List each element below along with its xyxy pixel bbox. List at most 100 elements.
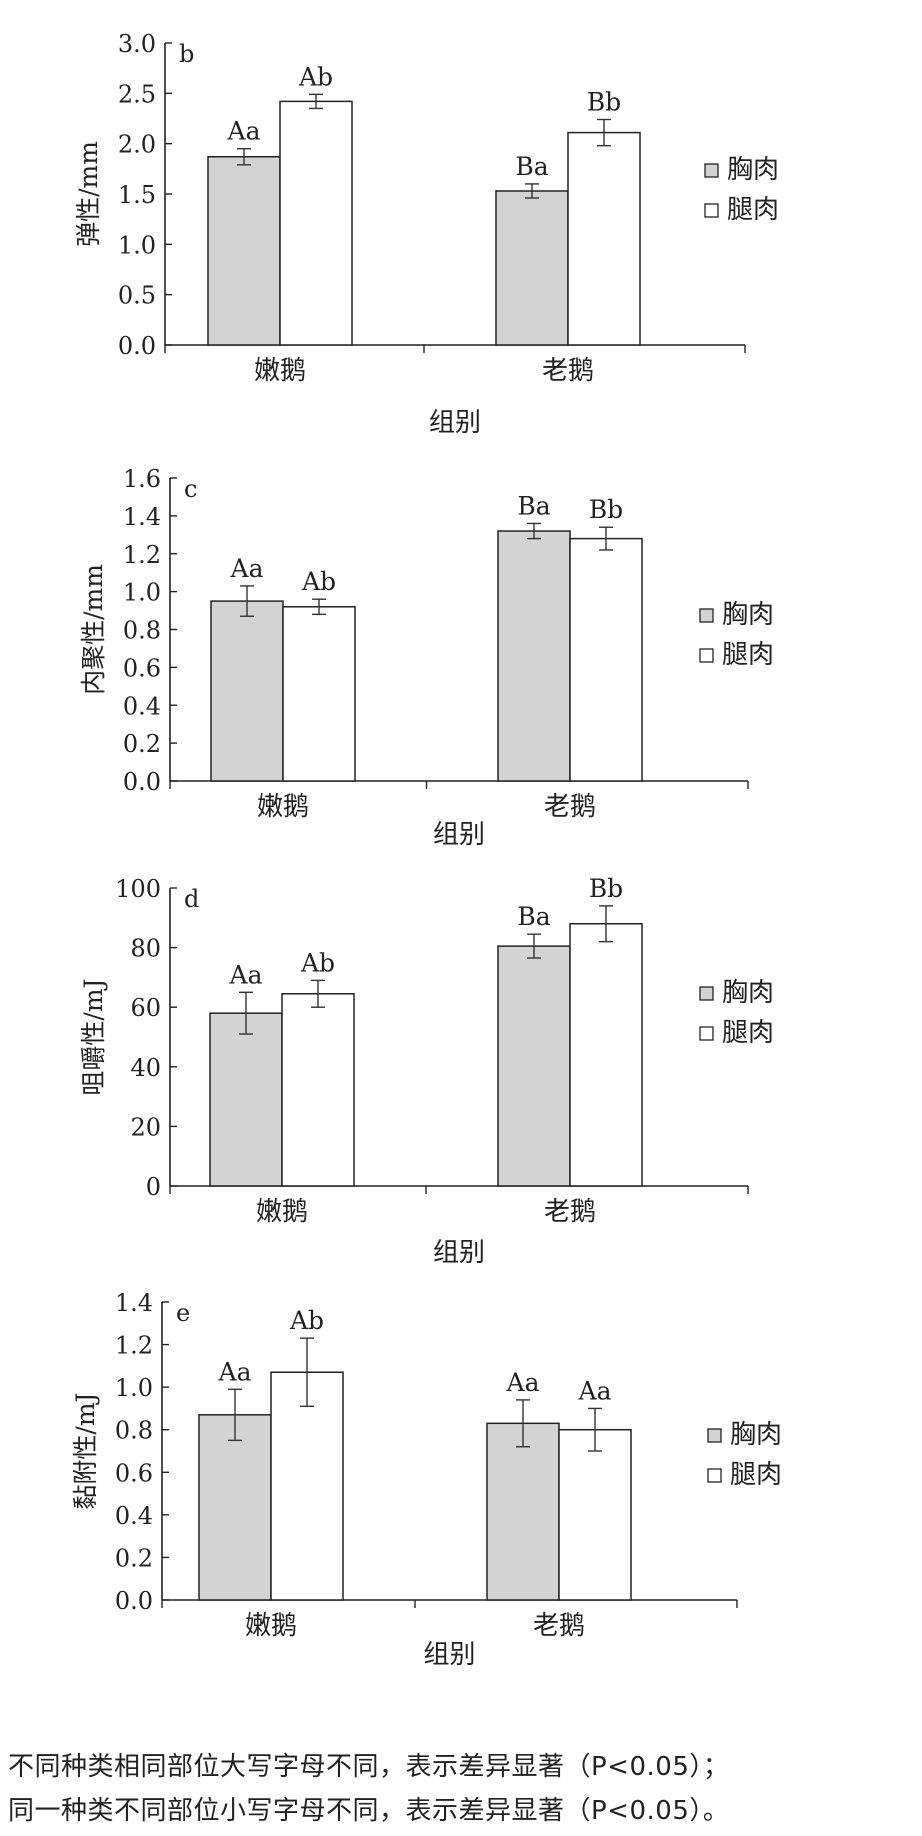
chart-b-x-tick-label: 嫩鹅: [254, 356, 306, 386]
chart-c-legend-swatch: [699, 608, 714, 623]
chart-d-bar: [209, 1012, 283, 1187]
chart-c-y-tick-label: 0.8: [123, 617, 161, 645]
chart-c-significance-label: Ba: [517, 491, 550, 520]
chart-c-x-tick-label: 老鹅: [544, 792, 596, 822]
chart-b-significance-label: Ab: [298, 62, 333, 91]
chart-d-y-tick-label: 100: [115, 875, 161, 903]
chart-e-y-tick-label: 1.0: [115, 1374, 153, 1402]
chart-e-y-tick-label: 0.8: [115, 1417, 153, 1445]
chart-c-bar: [569, 537, 643, 782]
chart-d-y-tick-label: 20: [130, 1113, 161, 1141]
chart-b-legend-swatch: [704, 203, 719, 218]
chart-b-legend-label: 胸肉: [727, 155, 779, 185]
chart-b-y-tick-label: 1.5: [118, 181, 156, 209]
chart-e-y-tick-label: 1.4: [115, 1289, 153, 1317]
chart-d-legend-label: 腿肉: [722, 1018, 774, 1048]
chart-c-bar: [210, 600, 284, 782]
chart-c-y-tick-label: 1.6: [123, 465, 161, 493]
chart-b-y-axis-title: 弹性/mm: [74, 141, 103, 247]
chart-c-y-tick-label: 1.2: [123, 541, 161, 569]
chart-d-significance-label: Bb: [589, 874, 623, 903]
chart-b-legend-label: 腿肉: [727, 195, 779, 225]
chart-c-significance-label: Bb: [589, 495, 623, 524]
chart-b-legend-swatch: [704, 163, 719, 178]
chart-c-legend-label: 腿肉: [722, 640, 774, 670]
chart-b-y-tick-label: 2.5: [118, 80, 156, 108]
chart-e-y-tick-label: 0.2: [115, 1544, 153, 1572]
chart-d-x-axis-title: 组别: [433, 1238, 485, 1268]
chart-c-x-tick-label: 嫩鹅: [257, 792, 309, 822]
chart-b-y-tick-label: 2.0: [118, 131, 156, 159]
chart-d-legend-swatch: [699, 1026, 714, 1041]
chart-e-legend-label: 胸肉: [730, 1420, 782, 1450]
chart-e-x-tick-label: 嫩鹅: [245, 1611, 297, 1641]
chart-d-y-tick-label: 80: [130, 935, 161, 963]
chart-d-bar: [497, 945, 571, 1187]
chart-b-y-tick-label: 0.5: [118, 282, 156, 310]
chart-e-x-tick-label: 老鹅: [533, 1611, 585, 1641]
chart-b-bar: [279, 100, 353, 346]
chart-e-significance-label: Aa: [218, 1357, 252, 1386]
chart-c-panel-label: c: [184, 475, 197, 503]
chart-c-y-axis-title: 内聚性/mm: [79, 564, 108, 695]
chart-c-significance-label: Aa: [230, 554, 264, 583]
chart-c-y-tick-label: 1.0: [123, 579, 161, 607]
chart-c-legend-label: 胸肉: [722, 600, 774, 630]
chart-b-x-tick-label: 老鹅: [542, 356, 594, 386]
footnote-line-2: 同一种类不同部位小写字母不同，表示差异显著（P<0.05）。: [8, 1796, 730, 1826]
chart-e-legend-swatch: [707, 1468, 722, 1483]
chart-d-significance-label: Aa: [229, 960, 263, 989]
chart-e-bar: [558, 1428, 632, 1601]
chart-c-x-axis-title: 组别: [433, 820, 485, 850]
chart-e-significance-label: Ab: [289, 1306, 324, 1335]
chart-c-y-tick-label: 0.4: [123, 692, 161, 720]
chart-d-bar: [569, 923, 643, 1187]
chart-c-y-tick-label: 0.6: [123, 654, 161, 682]
chart-e-significance-label: Aa: [506, 1368, 540, 1397]
chart-c-bar: [497, 530, 571, 782]
chart-e-significance-label: Aa: [578, 1376, 612, 1405]
chart-e-y-tick-label: 1.2: [115, 1332, 153, 1360]
chart-e-y-tick-label: 0.6: [115, 1459, 153, 1487]
chart-d-bar: [281, 993, 355, 1187]
chart-d-y-tick-label: 0: [146, 1173, 161, 1201]
chart-e-bar: [198, 1414, 272, 1601]
chart-b-x-axis-title: 组别: [429, 408, 481, 438]
chart-e-y-tick-label: 0.0: [115, 1587, 153, 1615]
chart-c-y-tick-label: 1.4: [123, 503, 161, 531]
chart-d-x-tick-label: 老鹅: [544, 1197, 596, 1227]
chart-e-y-tick-label: 0.4: [115, 1502, 153, 1530]
chart-d-panel-label: d: [184, 885, 199, 913]
chart-c-significance-label: Ab: [301, 567, 336, 596]
chart-d-y-axis-title: 咀嚼性/mJ: [79, 978, 108, 1095]
chart-e-bar: [486, 1422, 560, 1601]
chart-c-y-tick-label: 0.0: [123, 768, 161, 796]
chart-c-bar: [282, 606, 356, 782]
chart-d-legend-swatch: [699, 986, 714, 1001]
chart-e-x-axis-title: 组别: [423, 1640, 475, 1670]
chart-b-panel-label: b: [179, 40, 194, 68]
chart-e-y-axis-title: 黏附性/mJ: [71, 1392, 100, 1509]
chart-d-y-tick-label: 60: [130, 994, 161, 1022]
chart-b-y-tick-label: 0.0: [118, 332, 156, 360]
chart-b-significance-label: Ba: [515, 152, 548, 181]
chart-d-y-tick-label: 40: [130, 1054, 161, 1082]
footnote-line-1: 不同种类相同部位大写字母不同，表示差异显著（P<0.05）；: [8, 1752, 730, 1782]
chart-d-significance-label: Ba: [517, 902, 550, 931]
chart-b-bar: [207, 156, 281, 346]
chart-b-bar: [495, 190, 569, 346]
chart-c-legend-swatch: [699, 648, 714, 663]
chart-b-y-tick-label: 3.0: [118, 30, 156, 58]
chart-e-legend-swatch: [707, 1428, 722, 1443]
chart-e-panel-label: e: [176, 1299, 190, 1327]
chart-b-y-tick-label: 1.0: [118, 231, 156, 259]
chart-e-legend-label: 腿肉: [730, 1460, 782, 1490]
chart-d-x-tick-label: 嫩鹅: [256, 1197, 308, 1227]
chart-b-significance-label: Aa: [227, 117, 261, 146]
chart-b-significance-label: Bb: [587, 88, 621, 117]
chart-c-y-tick-label: 0.2: [123, 730, 161, 758]
chart-d-significance-label: Ab: [300, 948, 335, 977]
chart-d-legend-label: 胸肉: [722, 978, 774, 1008]
chart-e-bar: [270, 1371, 344, 1601]
